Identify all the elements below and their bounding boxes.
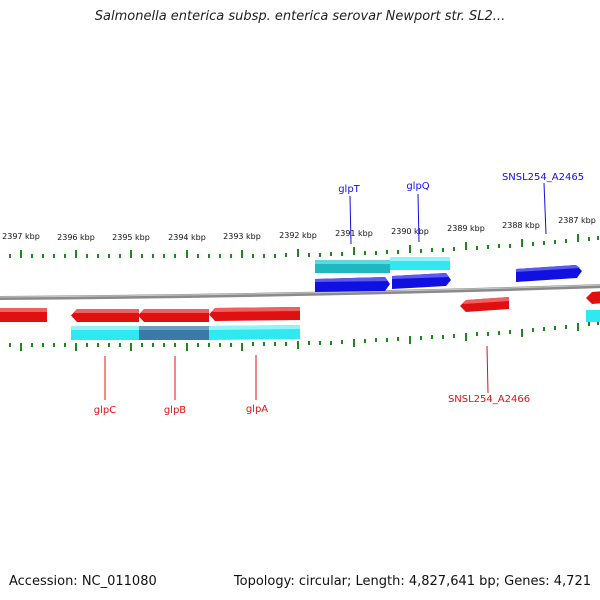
gene-right-edge-arrow[interactable] (586, 291, 600, 304)
tick-label: 2392 kbp (279, 231, 317, 240)
tick-label: 2389 kbp (447, 224, 485, 233)
tick-label: 2396 kbp (57, 233, 95, 242)
gene-label-glpT[interactable]: glpT (338, 184, 360, 195)
genome-backbone-highlight (0, 284, 600, 298)
top-tick-ruler (9, 234, 599, 258)
tick-label: 2397 kbp (2, 232, 40, 241)
tick-labels: 2397 kbp 2396 kbp 2395 kbp 2394 kbp 2393… (2, 216, 596, 242)
topology-summary: Topology: circular; Length: 4,827,641 bp… (233, 574, 591, 589)
tick-label: 2388 kbp (502, 221, 540, 230)
gene-label-glpQ[interactable]: glpQ (406, 181, 429, 192)
gene-label-SNSL254_A2466[interactable]: SNSL254_A2466 (448, 394, 530, 405)
gene-label-SNSL254_A2465[interactable]: SNSL254_A2465 (502, 172, 584, 183)
tick-label: 2391 kbp (335, 229, 373, 238)
tick-label: 2390 kbp (391, 227, 429, 236)
gene-label-glpA[interactable]: glpA (246, 404, 268, 415)
tick-label: 2394 kbp (168, 233, 206, 242)
genome-backbone (0, 284, 600, 300)
gene-label-glpC[interactable]: glpC (94, 405, 116, 416)
cds-right-edge[interactable] (586, 310, 600, 322)
accession-label: Accession: NC_011080 (9, 574, 157, 589)
reverse-strand-features (0, 291, 600, 340)
top-gene-labels: glpT glpQ SNSL254_A2465 (338, 172, 584, 245)
tick-label: 2393 kbp (223, 232, 261, 241)
tick-label: 2387 kbp (558, 216, 596, 225)
forward-strand-features (315, 257, 582, 292)
tick-label: 2395 kbp (112, 233, 150, 242)
gene-label-glpB[interactable]: glpB (164, 405, 186, 416)
bottom-tick-ruler (9, 321, 599, 351)
bottom-gene-labels: glpC glpB glpA SNSL254_A2466 (94, 345, 530, 416)
map-title: Salmonella enterica subsp. enterica sero… (94, 9, 506, 24)
